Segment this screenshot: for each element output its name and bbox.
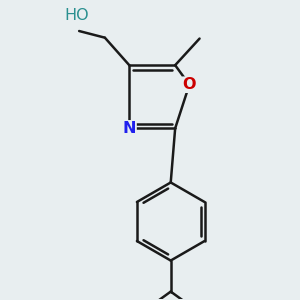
Text: O: O — [183, 77, 196, 92]
Text: N: N — [122, 121, 136, 136]
Text: HO: HO — [64, 8, 89, 23]
